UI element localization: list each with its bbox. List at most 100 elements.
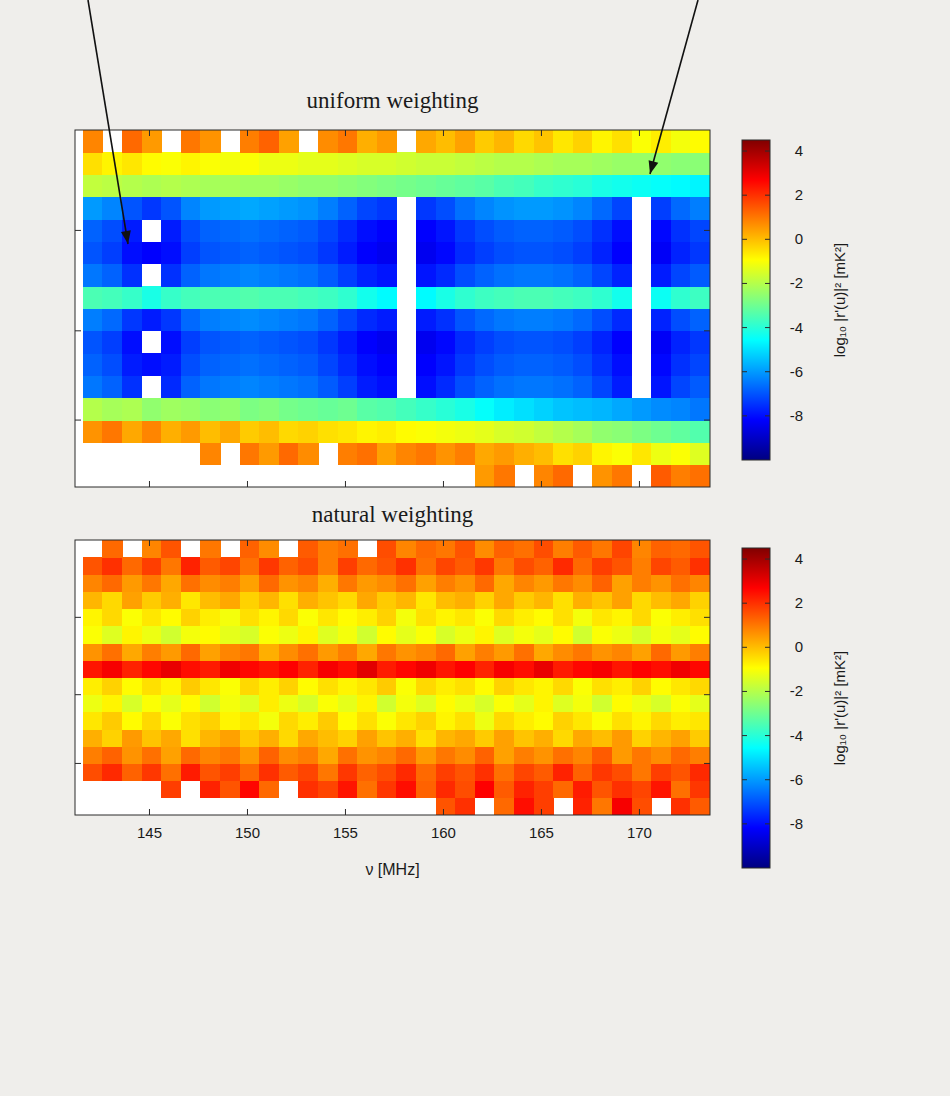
heatmap-cell [220, 660, 240, 678]
heatmap-cell [534, 309, 554, 332]
heatmap-cell [259, 442, 279, 465]
heatmap-cell [534, 643, 554, 661]
heatmap-cell [338, 695, 358, 713]
heatmap-cell [573, 712, 593, 730]
heatmap-cell [396, 609, 416, 627]
heatmap-cell [455, 540, 475, 558]
x-tick [149, 809, 150, 815]
heatmap-cell [357, 286, 377, 309]
heatmap-cell [181, 746, 201, 764]
heatmap-cell [514, 626, 534, 644]
heatmap-cell [671, 152, 691, 175]
heatmap-cell [200, 175, 220, 198]
heatmap-cell [377, 678, 397, 696]
heatmap-cell [357, 375, 377, 398]
heatmap-cell [690, 763, 710, 781]
heatmap-cell [122, 175, 142, 198]
heatmap-cell [181, 420, 201, 443]
heatmap-cell [671, 353, 691, 376]
heatmap-cell [534, 695, 554, 713]
heatmap-cell [436, 609, 456, 627]
heatmap-cell [220, 152, 240, 175]
heatmap-cell [377, 660, 397, 678]
x-tick [247, 130, 248, 136]
heatmap-cell [357, 442, 377, 465]
colorbar [742, 548, 770, 868]
heatmap-cell [632, 398, 652, 421]
heatmap-cell [338, 420, 358, 443]
heatmap-cell [455, 592, 475, 610]
heatmap-cell [553, 420, 573, 443]
heatmap-cell [338, 574, 358, 592]
heatmap-cell [220, 286, 240, 309]
heatmap-cell [298, 152, 318, 175]
heatmap-cell [298, 353, 318, 376]
heatmap-cell [298, 242, 318, 265]
heatmap-cell [455, 729, 475, 747]
heatmap-cell [298, 712, 318, 730]
heatmap-cell [338, 609, 358, 627]
heatmap-cell [455, 746, 475, 764]
heatmap-cell [514, 660, 534, 678]
heatmap-cell [671, 375, 691, 398]
heatmap-cell [690, 442, 710, 465]
x-axis-title: ν [MHz] [365, 861, 419, 878]
heatmap-cell [514, 678, 534, 696]
heatmap-cell [240, 695, 260, 713]
heatmap-cell [436, 286, 456, 309]
heatmap-cell [671, 175, 691, 198]
heatmap-cell [416, 763, 436, 781]
heatmap-cell [494, 375, 514, 398]
heatmap-cell [357, 763, 377, 781]
heatmap-cell [573, 540, 593, 558]
colorbar-tick-label: -8 [790, 407, 803, 424]
heatmap-cell [200, 712, 220, 730]
heatmap-cell [671, 592, 691, 610]
heatmap-cell [396, 398, 416, 421]
heatmap-cell [279, 678, 299, 696]
heatmap-cell [181, 175, 201, 198]
heatmap-cell [240, 592, 260, 610]
heatmap-cell [416, 626, 436, 644]
heatmap-cell [318, 574, 338, 592]
heatmap-cell [142, 763, 162, 781]
heatmap-cell [240, 264, 260, 287]
heatmap-cell [142, 197, 162, 220]
heatmap-cell [181, 152, 201, 175]
heatmap-cell [83, 626, 103, 644]
heatmap-cell [161, 420, 181, 443]
heatmap-cell [592, 660, 612, 678]
heatmap-cell [161, 712, 181, 730]
heatmap-cell [83, 695, 103, 713]
heatmap-cell [318, 781, 338, 799]
heatmap-cell [83, 557, 103, 575]
heatmap-cell [553, 309, 573, 332]
heatmap-cell [632, 746, 652, 764]
y-tick [704, 617, 710, 618]
heatmap-cell [338, 712, 358, 730]
y-tick [704, 330, 710, 331]
colorbar-title: log₁₀ |r'(u)|² [mK²] [831, 651, 848, 765]
heatmap-cell [436, 781, 456, 799]
heatmap-cell [200, 152, 220, 175]
heatmap-cell [259, 242, 279, 265]
heatmap-cell [279, 712, 299, 730]
heatmap-cell [279, 375, 299, 398]
heatmap-cell [200, 375, 220, 398]
heatmap-cell [436, 398, 456, 421]
heatmap-cell [122, 398, 142, 421]
heatmap-cell [142, 420, 162, 443]
heatmap-cell [592, 465, 612, 487]
colorbar-tick [742, 195, 747, 196]
heatmap-cell [357, 660, 377, 678]
heatmap-cell [573, 442, 593, 465]
heatmap-cell [612, 442, 632, 465]
x-tick-label: 155 [333, 824, 358, 841]
heatmap-cell [279, 746, 299, 764]
heatmap-cell [298, 678, 318, 696]
heatmap-cell [200, 660, 220, 678]
heatmap-cell [534, 465, 554, 487]
heatmap-cell [632, 540, 652, 558]
heatmap-cell [455, 574, 475, 592]
heatmap-cell [651, 309, 671, 332]
